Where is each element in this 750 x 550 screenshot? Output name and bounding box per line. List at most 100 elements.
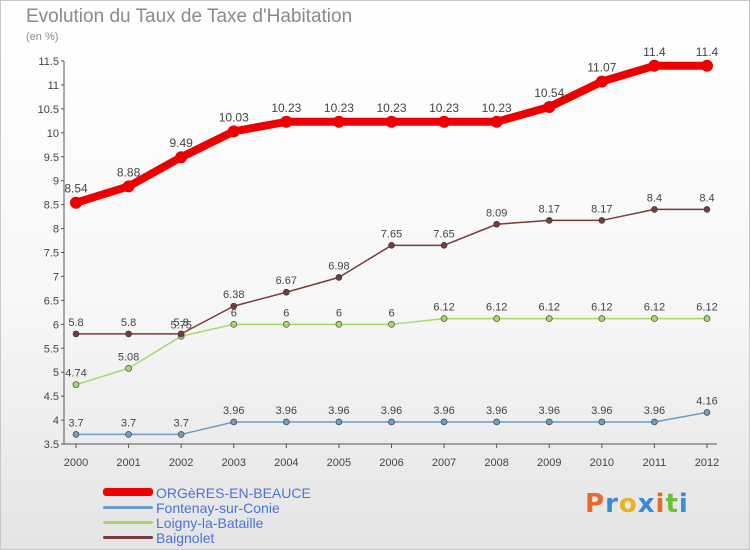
legend-label-orgeres: ORGèRES-EN-BEAUCE [156,485,311,501]
legend-label-fontenay: Fontenay-sur-Conie [156,500,280,516]
legend-label-loigny: Loigny-la-Bataille [156,515,264,531]
data-point-loigny [388,321,395,328]
y-tick-label: 11.5 [38,56,59,68]
data-label-fontenay: 3.96 [433,405,454,417]
x-tick-label: 2001 [116,457,140,469]
data-label-loigny: 5.75 [170,319,191,331]
data-point-baignolet [177,330,185,338]
data-label-fontenay: 3.96 [486,405,507,417]
data-label-fontenay: 3.96 [539,405,560,417]
data-label-fontenay: 3.96 [591,405,612,417]
legend-item-baignolet[interactable]: Baignolet [103,530,363,547]
data-label-loigny: 6.12 [433,302,454,314]
data-point-loigny [72,381,80,388]
data-label-fontenay: 4.16 [696,395,717,407]
legend-swatch-fontenay [103,506,153,509]
data-label-baignolet: 5.8 [121,317,136,329]
data-label-fontenay: 3.96 [276,405,297,417]
legend-label-baignolet: Baignolet [156,530,215,546]
legend-item-orgeres[interactable]: ORGèRES-EN-BEAUCE [103,485,363,502]
x-tick-label: 2004 [274,457,298,469]
series-fontenay: 3.7 3.7 3.7 3.96 3.96 3.96 3.96 3.96 3.96 3.96 3.9… [68,395,718,438]
data-point-baignolet [651,206,658,213]
data-point-loigny [230,321,238,328]
data-label-orgeres: 11.4 [643,45,666,59]
y-tick-label: 8 [53,224,59,236]
data-point-loigny [283,321,290,328]
data-point-fontenay [388,418,395,426]
data-point-baignolet [230,302,238,310]
legend-item-fontenay[interactable]: Fontenay-sur-Conie [103,500,363,517]
data-label-fontenay: 3.7 [68,417,83,429]
y-tick-label: 5 [53,367,59,379]
data-point-loigny [545,315,553,322]
data-label-loigny: 4.74 [65,368,86,380]
data-label-baignolet: 6.38 [223,289,244,301]
data-point-baignolet [335,274,343,281]
data-point-fontenay [283,418,290,426]
chart-title: Evolution du Taux de Taxe d'Habitation [26,6,353,27]
data-point-baignolet [388,242,395,249]
x-tick-label: 2011 [643,457,667,469]
data-label-loigny: 6.12 [539,302,560,314]
data-point-fontenay [125,431,132,438]
chart-subtitle: (en %) [26,31,59,43]
data-point-fontenay [651,418,658,426]
data-label-baignolet: 8.4 [647,192,662,204]
data-label-baignolet: 8.4 [699,192,714,204]
data-label-baignolet: 8.17 [591,203,612,215]
chart-legend: ORGèRES-EN-BEAUCE Fontenay-sur-Conie Loi… [103,485,363,547]
data-point-baignolet [125,330,132,338]
data-point-orgeres [490,115,503,128]
data-label-orgeres: 10.03 [219,110,249,124]
y-tick-label: 4 [53,415,59,427]
x-tick-label: 2006 [379,457,403,469]
data-point-loigny [598,315,606,322]
data-point-orgeres [122,180,135,193]
data-point-loigny [493,315,500,322]
data-label-baignolet: 5.8 [174,317,189,329]
data-point-baignolet [545,217,553,224]
y-tick-label: 8.5 [44,200,59,212]
data-label-loigny: 6.12 [644,302,665,314]
y-tick-label: 7 [53,271,59,283]
proxiti-logo: Proxiti [585,489,689,519]
data-point-baignolet [598,217,606,224]
data-point-loigny [651,315,658,322]
data-point-orgeres [227,125,240,138]
data-point-orgeres [280,115,293,128]
data-point-orgeres [438,115,451,128]
legend-item-loigny[interactable]: Loigny-la-Bataille [103,515,363,532]
data-label-fontenay: 3.96 [223,405,244,417]
y-tick-label: 9 [53,176,59,188]
data-label-loigny: 6.12 [486,302,507,314]
data-label-orgeres: 9.49 [169,136,193,150]
data-label-orgeres: 10.23 [271,101,301,115]
y-tick-label: 9.5 [44,152,59,164]
data-label-fontenay: 3.7 [174,417,189,429]
data-label-orgeres: 10.54 [534,86,564,100]
y-tick-label: 7.5 [44,248,59,260]
legend-swatch-orgeres [103,488,153,496]
data-label-loigny: 5.08 [118,351,139,363]
data-label-baignolet: 7.65 [381,228,402,240]
data-label-loigny: 6.12 [696,302,717,314]
data-point-fontenay [72,431,80,438]
data-point-orgeres [595,75,608,88]
y-tick-label: 5.5 [44,343,59,355]
data-point-baignolet [493,220,500,228]
data-point-fontenay [230,418,238,426]
x-tick-label: 2010 [590,457,614,469]
data-label-fontenay: 3.96 [328,405,349,417]
y-tick-label: 4.5 [44,391,59,403]
data-point-fontenay [493,418,500,426]
y-tick-label: 6 [53,319,59,331]
data-point-fontenay [703,409,711,416]
x-tick-label: 2009 [537,457,561,469]
data-label-baignolet: 6.98 [328,260,349,272]
data-label-loigny: 6 [231,307,237,319]
data-point-orgeres [701,59,713,72]
x-tick-label: 2003 [222,457,246,469]
data-label-baignolet: 8.09 [486,207,507,219]
data-point-fontenay [177,431,185,438]
